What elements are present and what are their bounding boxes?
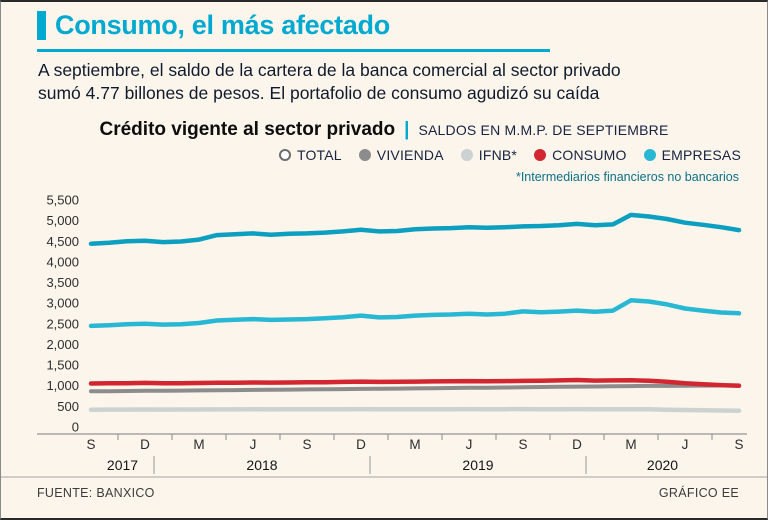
legend-item-consumo: CONSUMO xyxy=(534,147,627,163)
month-tick-label: J xyxy=(250,437,257,452)
header-separator: | xyxy=(404,119,410,140)
subtitle: A septiembre, el saldo de la cartera de … xyxy=(38,59,621,104)
title-accent-bar xyxy=(37,11,46,40)
subtitle-line-2: sumó 4.77 billones de pesos. El portafol… xyxy=(38,82,600,103)
series-line-empresas xyxy=(88,298,742,329)
month-tick-label: S xyxy=(86,437,95,452)
y-axis-tick-label: 2,500 xyxy=(46,316,79,331)
year-label: 2019 xyxy=(462,457,493,473)
month-tick-label: S xyxy=(302,437,311,452)
subtitle-line-1: A septiembre, el saldo de la cartera de … xyxy=(38,60,621,80)
page-title: Consumo, el más afectado xyxy=(55,10,390,40)
month-tick-label: D xyxy=(572,437,582,452)
y-axis-tick-label: 4,500 xyxy=(46,234,79,249)
y-axis-tick-label: 0 xyxy=(72,420,79,435)
legend-marker-vivienda-icon xyxy=(358,149,371,161)
legend-marker-empresas-icon xyxy=(643,149,656,161)
y-axis-tick-label: 5,000 xyxy=(46,213,79,228)
month-tick-label: D xyxy=(356,437,366,452)
legend-marker-ifnb-icon xyxy=(460,149,473,161)
legend-label: EMPRESAS xyxy=(661,147,741,163)
y-axis-tick-label: 5,500 xyxy=(46,193,79,208)
y-axis-tick-label: 1,000 xyxy=(46,378,79,393)
chart-title: Crédito vigente al sector privado xyxy=(99,119,396,140)
y-axis-tick-label: 3,500 xyxy=(46,275,79,290)
legend-label: VIVIENDA xyxy=(376,147,444,163)
y-axis-tick-label: 3,000 xyxy=(46,296,79,311)
legend-label: TOTAL xyxy=(296,147,342,163)
month-tick-label: M xyxy=(409,437,420,452)
month-tick-label: M xyxy=(193,437,204,452)
month-tick-label: D xyxy=(140,437,150,452)
month-tick-label: J xyxy=(466,437,473,452)
line-chart: 0 500 1,000 1,500 2,000 2,500 3,000 3,500 4,000 4… xyxy=(1,193,767,478)
legend-item-ifnb: IFNB* xyxy=(460,147,518,163)
year-label: 2017 xyxy=(107,457,138,473)
y-axis-tick-label: 4,000 xyxy=(46,254,79,269)
month-tick-label: S xyxy=(518,437,527,452)
year-label: 2020 xyxy=(647,457,678,473)
legend-label: IFNB* xyxy=(478,147,518,163)
chart-footnote: *Intermediarios financieros no bancarios xyxy=(515,170,739,184)
legend-item-vivienda: VIVIENDA xyxy=(358,147,444,163)
legend-item-empresas: EMPRESAS xyxy=(643,147,741,163)
series-line-total xyxy=(88,212,742,246)
title-rule xyxy=(37,49,550,52)
chart-header: Crédito vigente al sector privado | SALD… xyxy=(1,119,767,141)
month-tick-label: M xyxy=(625,437,636,452)
y-axis-tick-label: 1,500 xyxy=(46,358,79,373)
series-line-consumo xyxy=(88,377,742,388)
month-tick-label: S xyxy=(734,437,743,452)
footer-source: FUENTE: BANXICO xyxy=(37,486,155,500)
series-line-vivienda xyxy=(89,383,741,394)
chart-legend: TOTAL VIVIENDA IFNB* CONSUMO EMPRESAS xyxy=(278,147,741,163)
footer-credit: GRÁFICO EE xyxy=(658,486,739,500)
legend-marker-consumo-icon xyxy=(534,149,547,161)
legend-item-total: TOTAL xyxy=(278,147,342,163)
month-tick-label: J xyxy=(682,437,689,452)
year-label: 2018 xyxy=(246,457,277,473)
legend-label: CONSUMO xyxy=(552,147,627,163)
series-line-ifnb xyxy=(88,406,742,413)
legend-marker-total-icon xyxy=(278,149,291,161)
y-axis-tick-label: 2,000 xyxy=(46,337,79,352)
title-block: Consumo, el más afectado xyxy=(37,10,390,41)
chart-units: SALDOS EN M.M.P. DE SEPTIEMBRE xyxy=(418,122,669,138)
y-axis-tick-label: 500 xyxy=(57,399,79,414)
